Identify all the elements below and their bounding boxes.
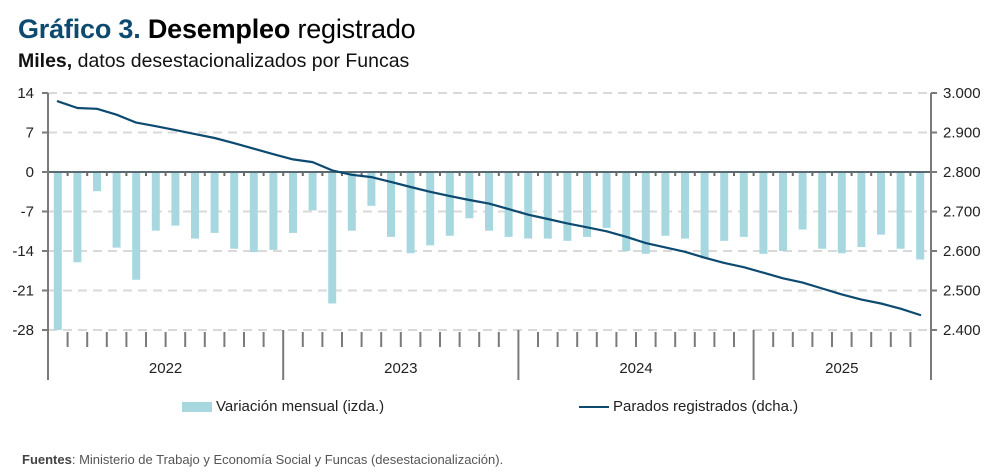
bar (563, 172, 572, 241)
bar (759, 172, 768, 254)
bar (681, 172, 689, 239)
bar (249, 172, 258, 253)
bar (53, 172, 62, 330)
bar (720, 172, 729, 241)
bar (661, 172, 670, 236)
bar (739, 172, 748, 237)
title-main: Desempleo (147, 14, 291, 44)
right-tick-label: 2.800 (943, 164, 981, 181)
chart-title: Gráfico 3. Desempleo registrado (18, 14, 416, 45)
left-tick-label: 7 (26, 125, 34, 142)
bar (524, 172, 533, 239)
bar (269, 172, 278, 250)
bar (504, 172, 513, 237)
bar (171, 172, 180, 226)
left-axis-ticks: 14 7 0 -7 -14 -21 -28 (12, 85, 48, 339)
legend-item-line: Parados registrados (dcha.) (579, 398, 798, 415)
bar (877, 172, 885, 235)
bar (93, 172, 101, 192)
bar (818, 172, 827, 249)
year-label: 2024 (619, 360, 652, 377)
bar (230, 172, 239, 249)
bar (347, 172, 356, 231)
year-label: 2023 (384, 360, 417, 377)
bar (896, 172, 905, 249)
bar (485, 172, 493, 231)
right-axis-ticks: 3.000 2.900 2.800 2.700 2.600 2.500 2.400 (931, 85, 981, 339)
bar (289, 172, 297, 233)
left-tick-label: 14 (17, 85, 34, 102)
bar (151, 172, 160, 231)
right-tick-label: 2.700 (943, 204, 981, 221)
source-note: Fuentes: Ministerio de Trabajo y Economí… (22, 452, 503, 467)
right-tick-label: 2.500 (943, 283, 981, 300)
bar (798, 172, 807, 230)
bar (837, 172, 846, 254)
bar (622, 172, 631, 251)
bar (445, 172, 454, 236)
bar (465, 172, 474, 219)
source-text: : Ministerio de Trabajo y Economía Socia… (71, 452, 504, 467)
source-label: Fuentes (22, 452, 72, 467)
left-tick-label: -14 (12, 243, 34, 260)
title-rest: registrado (297, 14, 416, 44)
subtitle-text: datos desestacionalizados por Funcas (77, 50, 410, 72)
bar (112, 172, 121, 248)
bar (641, 172, 650, 254)
x-axis: 2022 2023 2024 2025 (66, 330, 912, 380)
bar (916, 172, 925, 260)
right-tick-label: 3.000 (943, 85, 981, 102)
bar (191, 172, 199, 239)
bar (700, 172, 709, 259)
bar (328, 172, 337, 304)
right-tick-label: 2.600 (943, 243, 981, 260)
legend-item-bars: Variación mensual (izda.) (182, 398, 384, 415)
line-series (56, 100, 922, 317)
right-tick-label: 2.400 (943, 322, 981, 339)
legend-line-label: Parados registrados (dcha.) (613, 398, 799, 415)
left-tick-label: -28 (12, 322, 34, 339)
legend-line-swatch (579, 405, 609, 408)
bar (543, 172, 552, 239)
bar (73, 172, 82, 263)
year-label: 2022 (149, 360, 182, 377)
legend-bars-label: Variación mensual (izda.) (216, 398, 385, 415)
axes (47, 93, 932, 380)
bar (602, 172, 611, 228)
bar (406, 172, 415, 254)
chart-subtitle: Miles, datos desestacionalizados por Fun… (18, 50, 409, 73)
year-label: 2025 (825, 360, 858, 377)
bar (426, 172, 435, 246)
bar (779, 172, 787, 251)
bar-series (53, 172, 925, 330)
right-tick-label: 2.900 (943, 125, 981, 142)
title-number: Gráfico 3. (18, 14, 141, 44)
bar (132, 172, 141, 280)
left-tick-label: -21 (12, 283, 34, 300)
bar (583, 172, 591, 237)
left-tick-label: -7 (21, 204, 34, 221)
bar (367, 172, 376, 206)
bar (308, 172, 317, 211)
legend-bar-swatch (182, 401, 212, 412)
bar (857, 172, 866, 248)
subtitle-units: Miles, (18, 50, 73, 72)
bar (387, 172, 395, 237)
left-tick-label: 0 (26, 164, 34, 181)
bar (210, 172, 219, 233)
